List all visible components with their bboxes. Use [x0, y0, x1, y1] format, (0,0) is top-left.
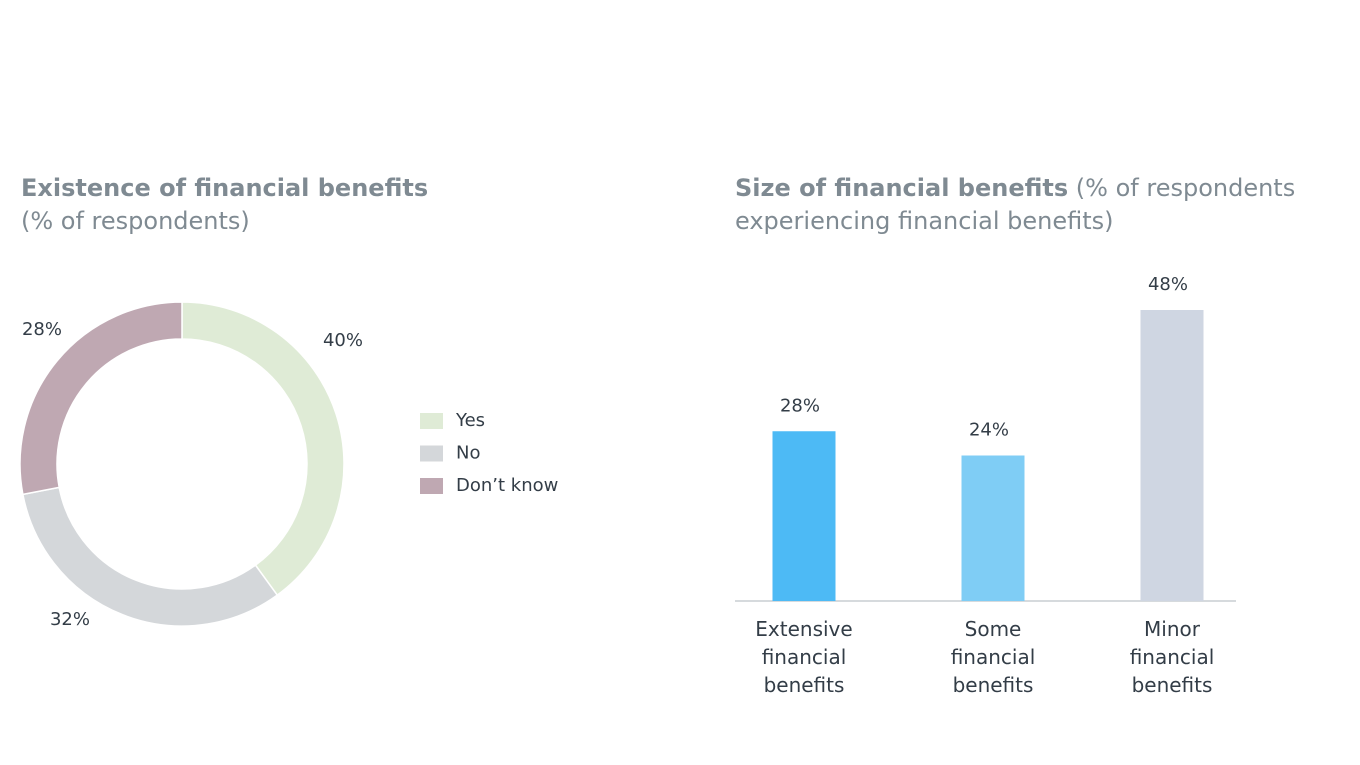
value-label: 28%	[22, 319, 62, 340]
donut-segment	[19, 301, 183, 496]
chart-subtitle: (% of respondents)	[21, 207, 250, 235]
value-label: 32%	[50, 609, 90, 630]
bar	[772, 431, 836, 601]
donut-title-block: Existence of financial benefits (% of re…	[21, 172, 621, 238]
x-tick-label: Extensive financial benefits	[755, 617, 853, 697]
legend-swatch	[420, 445, 443, 462]
legend-label: Don’t know	[456, 475, 558, 496]
value-label: 28%	[780, 395, 820, 416]
bar	[961, 455, 1025, 601]
donut-segment	[21, 486, 279, 627]
value-label: 40%	[323, 330, 363, 351]
legend-swatch	[420, 478, 443, 494]
chart-title: Size of financial benefits	[735, 174, 1069, 202]
donut-segment	[181, 301, 345, 597]
value-label: 24%	[969, 420, 1009, 441]
x-tick-label: Some financial benefits	[950, 617, 1036, 697]
value-label: 48%	[1148, 274, 1188, 295]
bar-title-block: Size of financial benefits (% of respond…	[735, 172, 1355, 238]
legend-label: No	[456, 443, 480, 464]
chart-subtitle: (% of respondents experiencing financial…	[735, 174, 1296, 235]
bar	[1140, 310, 1204, 601]
chart-title: Existence of financial benefits	[21, 174, 429, 202]
legend-swatch	[420, 413, 443, 429]
x-tick-label: Minor financial benefits	[1129, 617, 1215, 697]
legend-label: Yes	[455, 410, 485, 431]
